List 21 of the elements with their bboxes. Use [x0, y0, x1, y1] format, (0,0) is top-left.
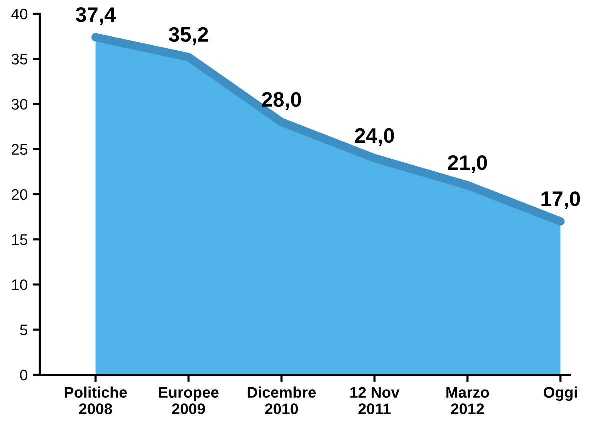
y-tick-label: 0 — [20, 370, 28, 381]
y-tick-label: 5 — [20, 324, 28, 336]
data-label: 28,0 — [262, 92, 302, 110]
data-label: 24,0 — [355, 128, 394, 146]
data-label: 21,0 — [448, 155, 488, 174]
data-label: 37,4 — [76, 7, 116, 26]
y-tick-label: 40 — [12, 8, 28, 20]
x-tick-label: Marzo 2012 — [446, 387, 490, 414]
data-label: 35,2 — [168, 27, 208, 46]
x-tick-label: Politiche 2008 — [64, 386, 128, 414]
y-tick-label: 15 — [12, 234, 28, 246]
x-tick-label: Dicembre 2010 — [248, 386, 316, 414]
x-tick-label: 12 Nov 2011 — [350, 387, 400, 414]
y-tick-label: 10 — [12, 280, 28, 290]
x-tick-label: Oggi — [544, 386, 578, 402]
y-tick-label: 30 — [12, 99, 28, 110]
data-label: 17,0 — [542, 192, 580, 210]
y-tick-label: 35 — [12, 54, 28, 65]
y-tick-label: 20 — [12, 189, 28, 200]
y-tick-label: 25 — [12, 144, 28, 156]
x-tick-label: Europee 2009 — [159, 387, 219, 414]
